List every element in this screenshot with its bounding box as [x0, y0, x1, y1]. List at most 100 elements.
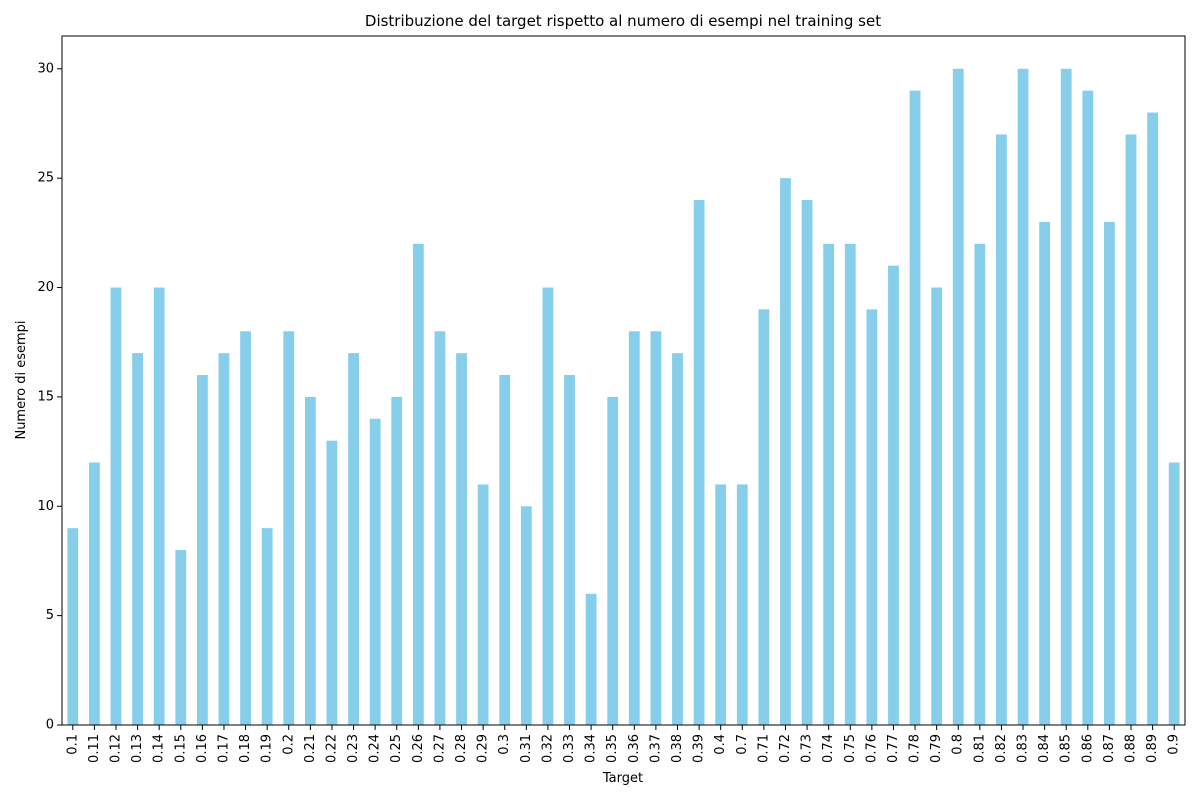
x-tick-label: 0.17	[216, 734, 231, 763]
bar-0.75	[844, 243, 856, 726]
x-tick-label: 0.71	[756, 734, 771, 763]
bar-0.11	[89, 462, 100, 725]
x-tick-label: 0.18	[238, 734, 253, 763]
x-tick-label: 0.28	[454, 734, 469, 763]
plot-frame	[61, 35, 1186, 726]
x-axis: 0.1 0.11 0.12 0.13 0.14 0.15 0.16 0.17 0.18 0.19 0…	[65, 725, 1182, 763]
bar-0.1	[67, 528, 79, 725]
bar-0.82	[996, 134, 1007, 725]
bar-0.3	[499, 375, 511, 725]
bar-0.8	[952, 68, 964, 725]
x-tick-label: 0.26	[411, 734, 426, 763]
x-tick-label: 0.85	[1059, 734, 1074, 763]
bar-0.2	[283, 331, 295, 725]
bar-0.9	[1168, 462, 1180, 725]
x-tick-label: 0.75	[843, 734, 858, 763]
x-tick-label: 0.2	[281, 734, 296, 755]
y-tick-label: 30	[37, 61, 54, 76]
bar-0.22	[326, 440, 338, 725]
x-tick-label: 0.87	[1102, 734, 1117, 763]
x-tick-label: 0.78	[908, 734, 923, 763]
bar-0.37	[650, 331, 662, 725]
bar-0.84	[1039, 221, 1051, 726]
x-tick-label: 0.12	[108, 734, 123, 763]
x-axis-label: Target	[602, 771, 643, 786]
bar-0.86	[1082, 90, 1094, 726]
bar-0.13	[132, 353, 143, 725]
bar-0.89	[1147, 112, 1159, 725]
x-tick-label: 0.29	[476, 734, 491, 763]
x-tick-label: 0.14	[152, 734, 167, 763]
x-tick-label: 0.13	[130, 734, 145, 763]
bar-0.87	[1104, 221, 1115, 726]
bar-0.36	[628, 331, 640, 725]
bars-group	[67, 68, 1180, 726]
bar-0.79	[931, 287, 943, 725]
x-tick-label: 0.86	[1080, 734, 1095, 763]
x-tick-label: 0.79	[929, 734, 944, 763]
x-tick-label: 0.27	[432, 734, 447, 763]
y-tick-label: 15	[37, 389, 54, 404]
bar-0.7	[736, 484, 748, 725]
bar-0.29	[477, 484, 489, 725]
x-tick-label: 0.24	[368, 734, 383, 763]
bar-0.19	[261, 528, 273, 725]
x-tick-label: 0.32	[540, 734, 555, 763]
bar-0.15	[175, 550, 187, 725]
bar-0.39	[693, 200, 705, 726]
x-tick-label: 0.74	[821, 734, 836, 763]
bar-0.18	[240, 331, 251, 725]
bar-0.32	[542, 287, 554, 725]
chart-title: Distribuzione del target rispetto al num…	[365, 12, 881, 30]
bar-0.17	[218, 353, 230, 725]
bar-0.34	[585, 593, 597, 725]
x-tick-label: 0.39	[692, 734, 707, 763]
x-tick-label: 0.3	[497, 734, 512, 755]
x-tick-label: 0.81	[972, 734, 987, 763]
bar-0.31	[520, 506, 532, 725]
x-tick-label: 0.73	[800, 734, 815, 763]
x-tick-label: 0.8	[951, 734, 966, 755]
bar-0.76	[866, 309, 878, 725]
x-tick-label: 0.9	[1167, 734, 1182, 755]
x-tick-label: 0.76	[864, 734, 879, 763]
x-tick-label: 0.89	[1145, 734, 1160, 763]
x-tick-label: 0.84	[1037, 734, 1052, 763]
y-tick-label: 0	[46, 718, 54, 733]
x-tick-label: 0.7	[735, 734, 750, 755]
bar-0.71	[758, 309, 770, 725]
x-tick-label: 0.25	[389, 734, 404, 763]
y-tick-label: 10	[37, 499, 54, 514]
bar-0.28	[456, 353, 467, 725]
x-tick-label: 0.22	[324, 734, 339, 763]
bar-0.85	[1060, 68, 1072, 725]
bar-0.21	[304, 396, 316, 725]
y-tick-label: 20	[37, 280, 54, 295]
x-tick-label: 0.11	[87, 734, 102, 763]
x-tick-label: 0.35	[605, 734, 620, 763]
x-tick-label: 0.23	[346, 734, 361, 763]
y-tick-label: 5	[46, 608, 54, 623]
bar-0.88	[1125, 134, 1137, 725]
bar-0.81	[974, 243, 986, 726]
bar-0.26	[412, 243, 424, 726]
bar-0.83	[1017, 68, 1029, 725]
bar-0.33	[564, 375, 575, 725]
x-tick-label: 0.83	[1016, 734, 1031, 763]
x-tick-label: 0.19	[260, 734, 275, 763]
x-tick-label: 0.1	[65, 734, 80, 755]
x-tick-label: 0.38	[670, 734, 685, 763]
bar-0.25	[391, 396, 403, 725]
bar-0.23	[348, 353, 359, 725]
x-tick-label: 0.4	[713, 734, 728, 755]
x-tick-label: 0.82	[994, 734, 1009, 763]
x-tick-label: 0.15	[173, 734, 188, 763]
bar-0.12	[110, 287, 122, 725]
bar-0.35	[607, 396, 619, 725]
bar-0.78	[909, 90, 921, 726]
bar-0.38	[672, 353, 683, 725]
x-tick-label: 0.34	[584, 734, 599, 763]
x-tick-label: 0.33	[562, 734, 577, 763]
x-tick-label: 0.16	[195, 734, 210, 763]
